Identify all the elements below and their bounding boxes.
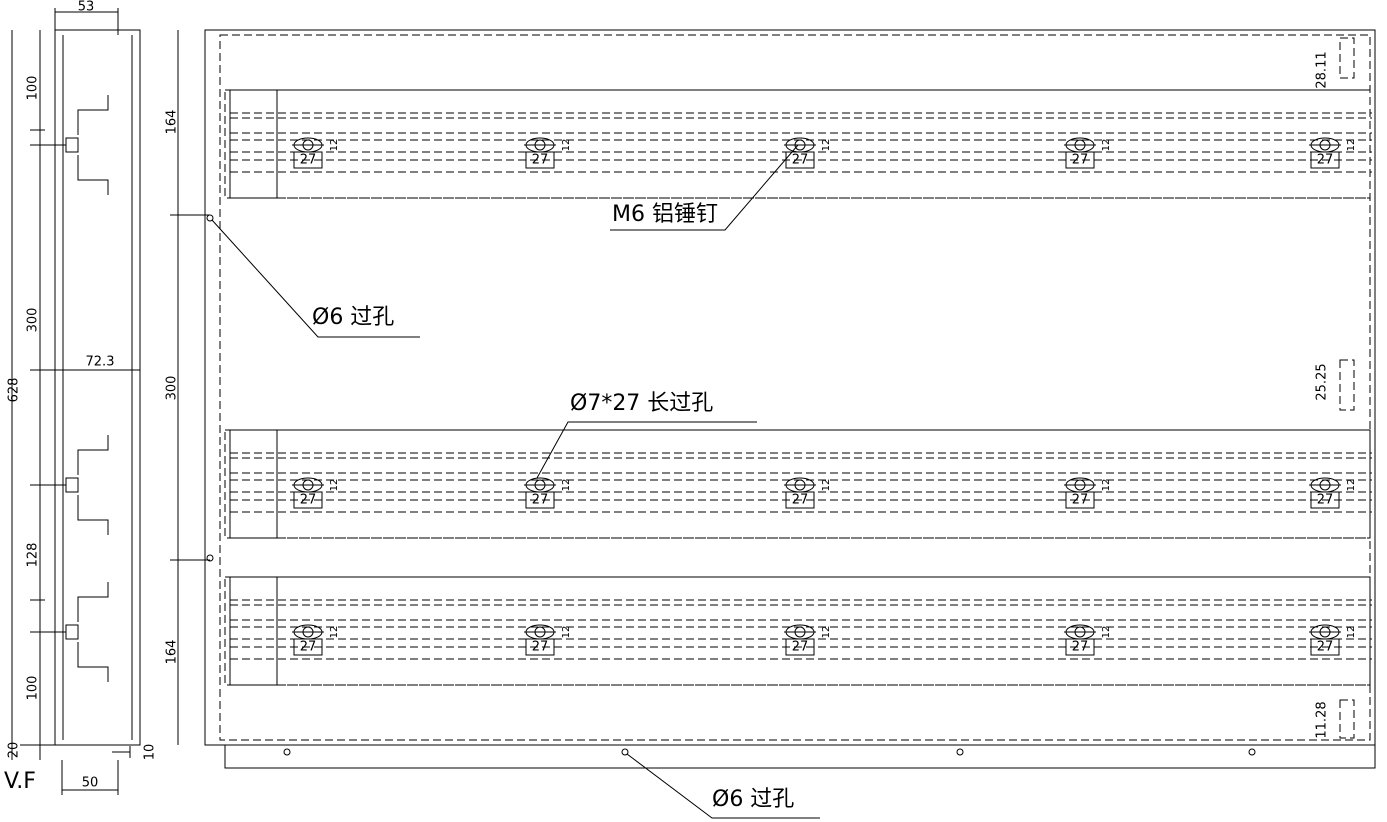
rail-profile <box>77 582 109 682</box>
dim: 164 <box>165 640 180 665</box>
dim: 100 <box>26 76 41 101</box>
slot-dim <box>1065 151 1095 169</box>
slot-width: 12 <box>561 626 572 639</box>
front-view: 164 300 164 28.11 25.25 11.28 27 12 27 12 27… <box>165 29 1376 819</box>
slot-dim <box>1065 491 1095 509</box>
slot-length: 27 <box>300 153 317 168</box>
bolt <box>65 624 79 640</box>
slot-width: 12 <box>561 479 572 492</box>
slot-length: 27 <box>1072 493 1089 508</box>
view-label: V.F <box>4 769 36 794</box>
bolt <box>65 477 79 493</box>
slot-length: 27 <box>1072 640 1089 655</box>
callout: Ø6 过孔 <box>312 305 394 330</box>
callout: Ø6 过孔 <box>712 787 794 812</box>
slot-dim <box>1310 151 1340 169</box>
slot-width: 12 <box>1346 139 1357 152</box>
rail-profile <box>77 435 109 535</box>
rail-edge <box>224 576 1371 686</box>
callout: Ø7*27 长过孔 <box>570 391 713 416</box>
slot-dim <box>1310 491 1340 509</box>
slot-width: 12 <box>1346 479 1357 492</box>
slot-length: 27 <box>1317 493 1334 508</box>
slot-length: 27 <box>1072 153 1089 168</box>
slot-dim <box>785 151 815 169</box>
dim: 50 <box>82 776 99 791</box>
dim: 128 <box>26 543 41 568</box>
hatch <box>229 89 278 199</box>
slot-width: 12 <box>1101 139 1112 152</box>
slot-width: 12 <box>1101 479 1112 492</box>
rail-edge <box>224 89 1371 199</box>
rail-profile <box>77 95 109 195</box>
side-view: 53 628 100 300 128 100 20 72.3 50 V.F 10 <box>4 0 158 795</box>
hatch <box>229 429 278 539</box>
slot-width: 12 <box>561 139 572 152</box>
slot-length: 27 <box>1317 153 1334 168</box>
slot-width: 12 <box>329 139 340 152</box>
slot-width: 12 <box>821 626 832 639</box>
slot-dim <box>1065 638 1095 656</box>
slot-width: 12 <box>1101 626 1112 639</box>
dim: 11.28 <box>1315 701 1330 738</box>
slot-dim <box>525 491 555 509</box>
slot-width: 12 <box>821 139 832 152</box>
dim: 28.11 <box>1315 51 1330 88</box>
slot-length: 27 <box>792 153 809 168</box>
slot-width: 12 <box>1346 626 1357 639</box>
hatch <box>229 576 278 686</box>
slot-dim <box>293 491 323 509</box>
slot-length: 27 <box>532 153 549 168</box>
dim: 628 <box>7 378 22 403</box>
slot-dim <box>293 638 323 656</box>
rail-edge <box>224 429 1371 539</box>
dim: 20 <box>7 742 22 759</box>
dim: 25.25 <box>1315 363 1330 400</box>
slot-width: 12 <box>329 479 340 492</box>
slot-dim <box>525 638 555 656</box>
dim: 72.3 <box>86 355 115 370</box>
dim: 100 <box>26 676 41 701</box>
slot-dim <box>525 151 555 169</box>
dim: 300 <box>26 308 41 333</box>
slot-length: 27 <box>300 640 317 655</box>
dim: 10 <box>143 744 158 761</box>
slot-length: 27 <box>1317 640 1334 655</box>
callout: M6 铝锤钉 <box>612 202 718 227</box>
slot-length: 27 <box>792 493 809 508</box>
slot-dim <box>785 638 815 656</box>
slot-length: 27 <box>300 493 317 508</box>
dim: 300 <box>165 376 180 401</box>
slot-dim <box>785 491 815 509</box>
slot-length: 27 <box>532 640 549 655</box>
dim: 53 <box>78 0 95 15</box>
slot-width: 12 <box>821 479 832 492</box>
slot-length: 27 <box>532 493 549 508</box>
bolt <box>65 137 79 153</box>
slot-dim <box>293 151 323 169</box>
slot-dim <box>1310 638 1340 656</box>
dim: 164 <box>165 110 180 135</box>
slot-width: 12 <box>329 626 340 639</box>
slot-length: 27 <box>792 640 809 655</box>
